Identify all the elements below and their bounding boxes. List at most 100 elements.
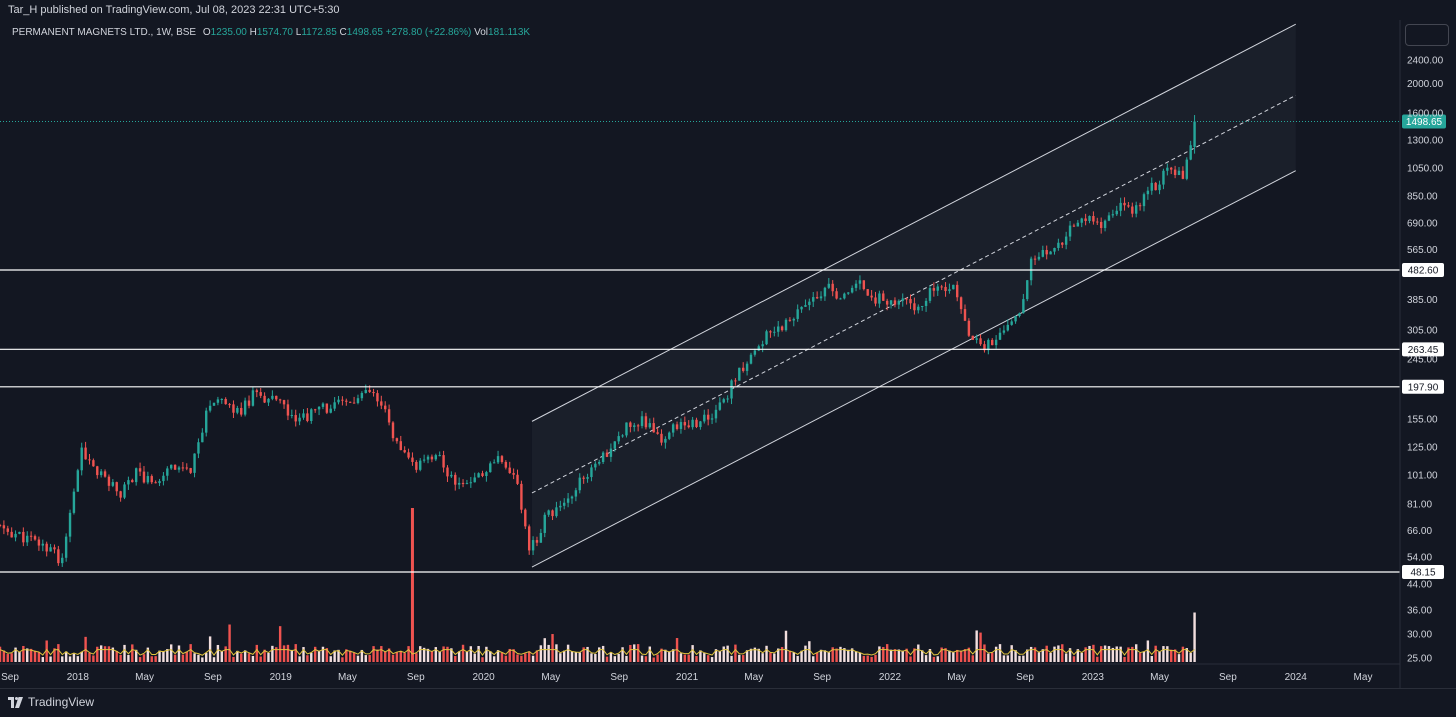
legend-vol: 181.113K — [488, 27, 531, 38]
time-tick-label: Sep — [1, 672, 19, 683]
volume-bar — [769, 652, 772, 662]
time-tick-label: 2022 — [879, 672, 902, 683]
candle — [1072, 225, 1076, 227]
volume-bar — [154, 656, 157, 662]
volume-bar — [278, 626, 282, 662]
volume-bar — [1193, 612, 1196, 662]
candle — [527, 526, 531, 551]
time-axis[interactable]: Sep 2018 May Sep 2019 May Sep 2020 May Sep 2021 May… — [1, 672, 1372, 683]
price-axis[interactable]: 2400.00 2000.00 1600.00 1300.00 1050.00 850.0… — [1407, 55, 1444, 664]
regression-channel[interactable] — [531, 23, 1296, 568]
volume-bar — [738, 654, 741, 662]
candle — [216, 399, 220, 403]
candle — [500, 456, 504, 462]
candle — [878, 293, 881, 304]
candle — [243, 400, 247, 415]
volume-bar — [236, 650, 239, 662]
volume-bar — [317, 650, 321, 662]
candle — [959, 297, 963, 310]
volume-bar — [1166, 646, 1169, 662]
volume-bar — [438, 651, 441, 662]
candle — [325, 403, 329, 413]
volume-bar — [18, 651, 21, 662]
candle — [33, 536, 37, 540]
horizontal-levels[interactable]: 482.60 263.45 197.90 48.15 1498.65 — [0, 114, 1446, 579]
candle — [644, 416, 648, 428]
footer-bar: TradingView — [0, 688, 1456, 717]
level-price-tag — [1402, 379, 1444, 394]
candle — [1041, 250, 1045, 257]
volume-bar — [823, 650, 827, 662]
candle — [749, 354, 753, 364]
price-scale-button[interactable] — [1405, 24, 1449, 46]
volume-bar — [430, 651, 434, 662]
candle — [819, 296, 823, 299]
candle — [975, 338, 978, 340]
candle — [438, 455, 441, 457]
candle — [1014, 316, 1017, 322]
candle — [512, 473, 515, 475]
volume-bar — [613, 656, 616, 662]
level-price-tag — [1402, 342, 1444, 357]
volume-bar — [442, 646, 445, 662]
volume-bar — [92, 655, 95, 662]
volume-bar — [633, 644, 636, 662]
brand[interactable]: TradingView — [8, 695, 94, 709]
volume-bar — [212, 657, 216, 662]
candle — [1158, 184, 1161, 191]
volume-bar — [652, 657, 655, 662]
price-chart[interactable]: 482.60 263.45 197.90 48.15 1498.65 2400.00 20… — [0, 20, 1456, 688]
volume-bar — [426, 648, 430, 662]
candle — [275, 395, 278, 400]
candle — [68, 512, 72, 537]
volume-bar — [967, 647, 971, 662]
volume-bar — [1111, 647, 1115, 662]
candle — [924, 300, 928, 306]
candle — [1033, 258, 1037, 260]
volume-bar — [1158, 651, 1161, 662]
price-tick-label: 2400.00 — [1407, 55, 1444, 66]
candle — [633, 425, 636, 427]
volume-ma-line — [0, 648, 1195, 657]
volume-bar — [267, 652, 270, 662]
candle — [1022, 299, 1025, 314]
candle — [547, 510, 550, 515]
candle — [247, 400, 251, 406]
volume-bar — [835, 648, 838, 662]
candle — [162, 475, 165, 482]
candle — [683, 422, 687, 426]
volume-bar — [1041, 649, 1045, 662]
candle — [1064, 236, 1068, 245]
volume-bar — [839, 646, 842, 662]
volume-bar — [625, 655, 628, 662]
volume-bar — [107, 646, 111, 662]
volume-bar — [251, 655, 255, 662]
volume-bar — [1096, 656, 1099, 662]
volume-bar — [333, 650, 336, 662]
volume-bar — [788, 650, 792, 662]
volume-bar — [636, 644, 640, 662]
volume-bar — [570, 651, 574, 662]
volume-bar — [878, 646, 881, 662]
candle — [531, 540, 535, 551]
candle — [1134, 205, 1138, 214]
volume-bar — [893, 649, 897, 662]
candle — [1096, 221, 1099, 223]
volume-bar — [710, 657, 714, 662]
candle — [294, 415, 297, 422]
candle — [761, 344, 764, 347]
candle — [788, 319, 792, 321]
candle — [333, 402, 336, 409]
volume-bar — [14, 647, 17, 662]
volume-bar — [668, 651, 671, 662]
candle — [757, 346, 760, 351]
candle — [753, 350, 757, 355]
volume-bar — [263, 649, 266, 662]
volume-bar — [566, 644, 570, 662]
volume-bar — [897, 649, 901, 662]
price-tick-label: 66.00 — [1407, 526, 1432, 537]
volume-bar — [644, 656, 648, 662]
time-tick-label: May — [1150, 672, 1169, 683]
volume-bar — [683, 654, 687, 662]
candle — [166, 468, 169, 476]
